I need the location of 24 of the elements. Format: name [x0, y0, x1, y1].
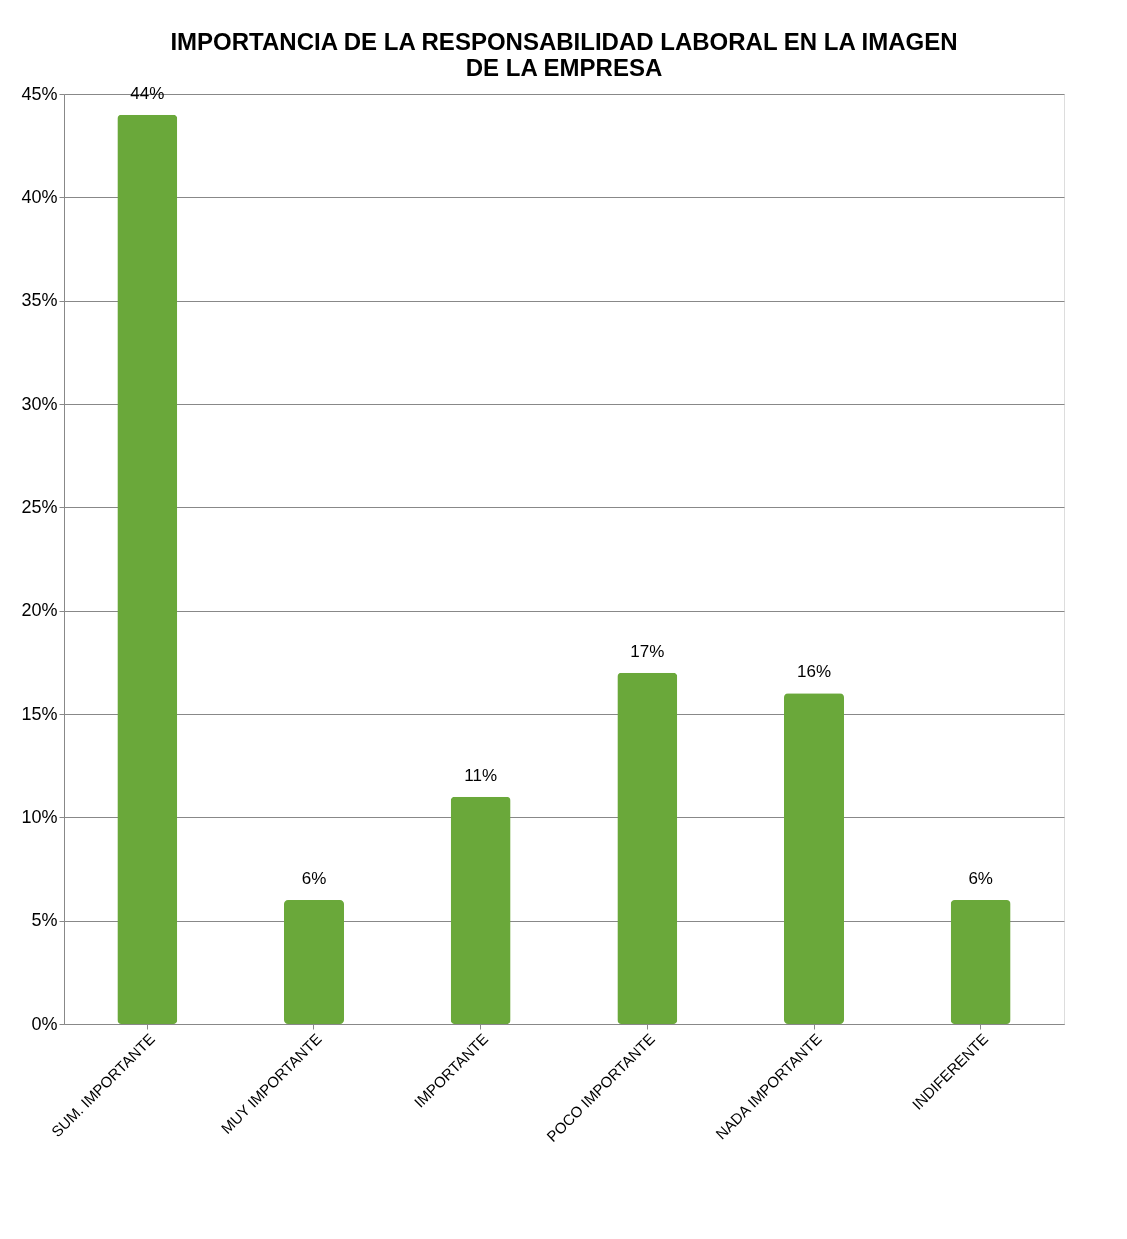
y-tick-label: 5% [31, 910, 58, 931]
y-tick-label: 45% [21, 83, 58, 104]
y-tick-label: 10% [21, 806, 58, 827]
bar [450, 796, 511, 1024]
data-label: 6% [301, 869, 327, 888]
data-label: 6% [968, 869, 993, 888]
y-tick-label: 40% [21, 186, 58, 207]
y-tick-label: 0% [31, 1013, 58, 1034]
data-label: 11% [464, 765, 498, 785]
data-label: 17% [630, 641, 665, 661]
data-label: 44% [130, 83, 165, 103]
data-label: 16% [796, 662, 832, 682]
y-tick-label: 35% [21, 290, 58, 311]
y-tick-label: 20% [21, 600, 58, 621]
y-tick-label: 25% [21, 496, 58, 517]
bar [117, 114, 178, 1024]
bar [617, 672, 678, 1024]
y-tick-label: 30% [21, 393, 58, 414]
text: DE LA EMPRESA [465, 53, 663, 81]
bar [950, 900, 1011, 1024]
y-tick-label: 15% [21, 703, 58, 724]
bar [784, 693, 844, 1024]
bar [284, 900, 344, 1024]
text: IMPORTANCIA DE LA RESPONSABILIDAD LABORAL EN LA IMAGEN [170, 27, 958, 55]
